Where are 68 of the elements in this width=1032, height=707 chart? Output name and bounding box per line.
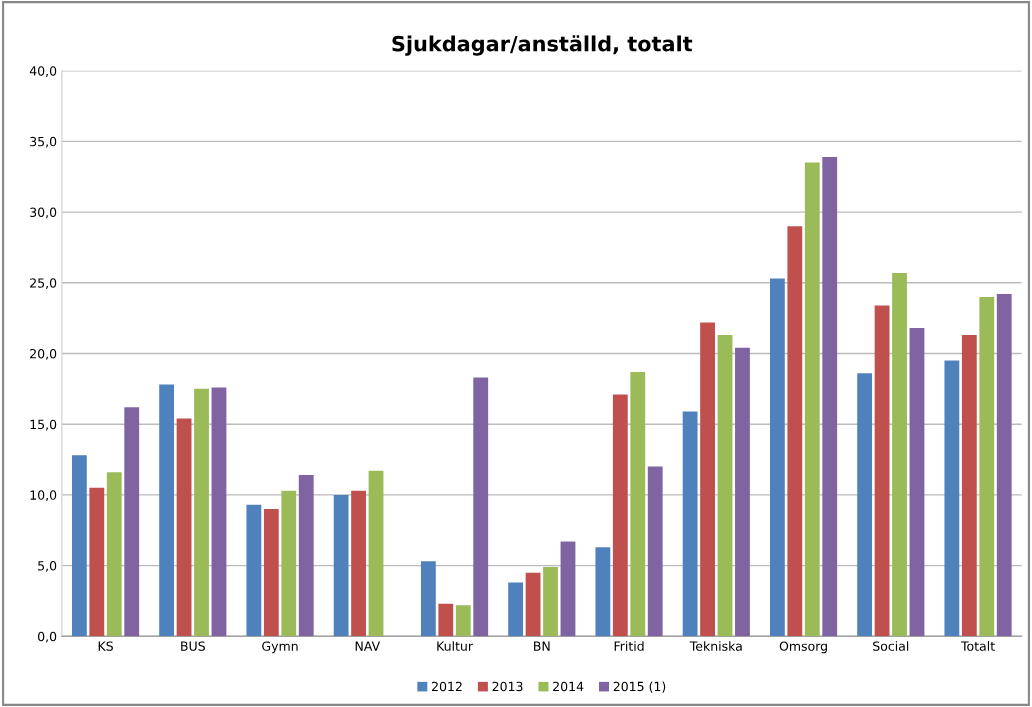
bar [420, 561, 436, 637]
y-tick-label: 15,0 [30, 419, 57, 431]
y-tick-label: 0,0 [38, 631, 57, 643]
bar [543, 567, 558, 637]
bar [682, 411, 698, 637]
bar [595, 547, 611, 637]
bar [263, 509, 279, 637]
chart-title: Sjukdagar/anställd, totalt [392, 35, 693, 56]
bar [159, 384, 175, 637]
x-tick-label: BN [534, 641, 550, 651]
legend-label: 2015 (1) [613, 681, 666, 693]
bar [560, 541, 576, 637]
x-tick-label: KS [98, 641, 113, 651]
x-tick-label: Gymn [262, 641, 298, 654]
y-tick-label: 35,0 [30, 136, 57, 148]
bar [944, 360, 960, 637]
bar [124, 407, 140, 637]
bar [368, 470, 384, 637]
bar [647, 466, 663, 637]
bar [351, 490, 366, 637]
y-tick-label: 40,0 [29, 66, 57, 77]
y-tick-label: 25,0 [30, 278, 57, 289]
bar [281, 490, 297, 637]
bar [769, 278, 785, 637]
bar [822, 156, 838, 637]
bar [892, 272, 907, 637]
y-tick-label: 10,0 [30, 490, 57, 502]
bar [106, 472, 122, 637]
bar [473, 377, 489, 637]
x-tick-label: NAV [355, 641, 381, 651]
bar [700, 322, 715, 637]
bar [176, 418, 192, 637]
bar [612, 394, 628, 637]
bar [298, 475, 314, 637]
bar [525, 572, 541, 637]
x-tick-label: Fritid [614, 641, 644, 651]
bar [787, 226, 803, 637]
x-tick-label: Tekniska [689, 641, 742, 651]
x-tick-label: Omsorg [779, 641, 827, 654]
bar [996, 294, 1012, 637]
x-tick-label: Social [873, 641, 909, 651]
bar [246, 504, 262, 637]
bar [455, 605, 471, 637]
legend-label: 2013 [492, 681, 523, 692]
bar [438, 603, 454, 637]
bar [961, 335, 977, 637]
bar [333, 494, 349, 637]
bar [857, 373, 873, 637]
bar [194, 388, 209, 637]
bar [735, 347, 750, 637]
bar [874, 305, 890, 637]
y-tick-label: 30,0 [30, 207, 57, 219]
legend-label: 2014 [553, 681, 584, 692]
legend-label: 2012 [432, 681, 462, 692]
bar [630, 371, 646, 637]
bar [211, 387, 227, 637]
x-tick-label: Kultur [437, 641, 474, 651]
bar [979, 296, 995, 637]
x-tick-label: BUS [181, 641, 205, 651]
bar [89, 487, 105, 637]
bar [717, 335, 733, 637]
bar [909, 328, 925, 637]
bar [71, 455, 87, 637]
bar [508, 582, 524, 637]
y-tick-label: 5,0 [38, 561, 57, 572]
x-tick-label: Totalt [960, 641, 995, 651]
y-tick-label: 20,0 [30, 348, 57, 360]
bar [804, 162, 820, 637]
